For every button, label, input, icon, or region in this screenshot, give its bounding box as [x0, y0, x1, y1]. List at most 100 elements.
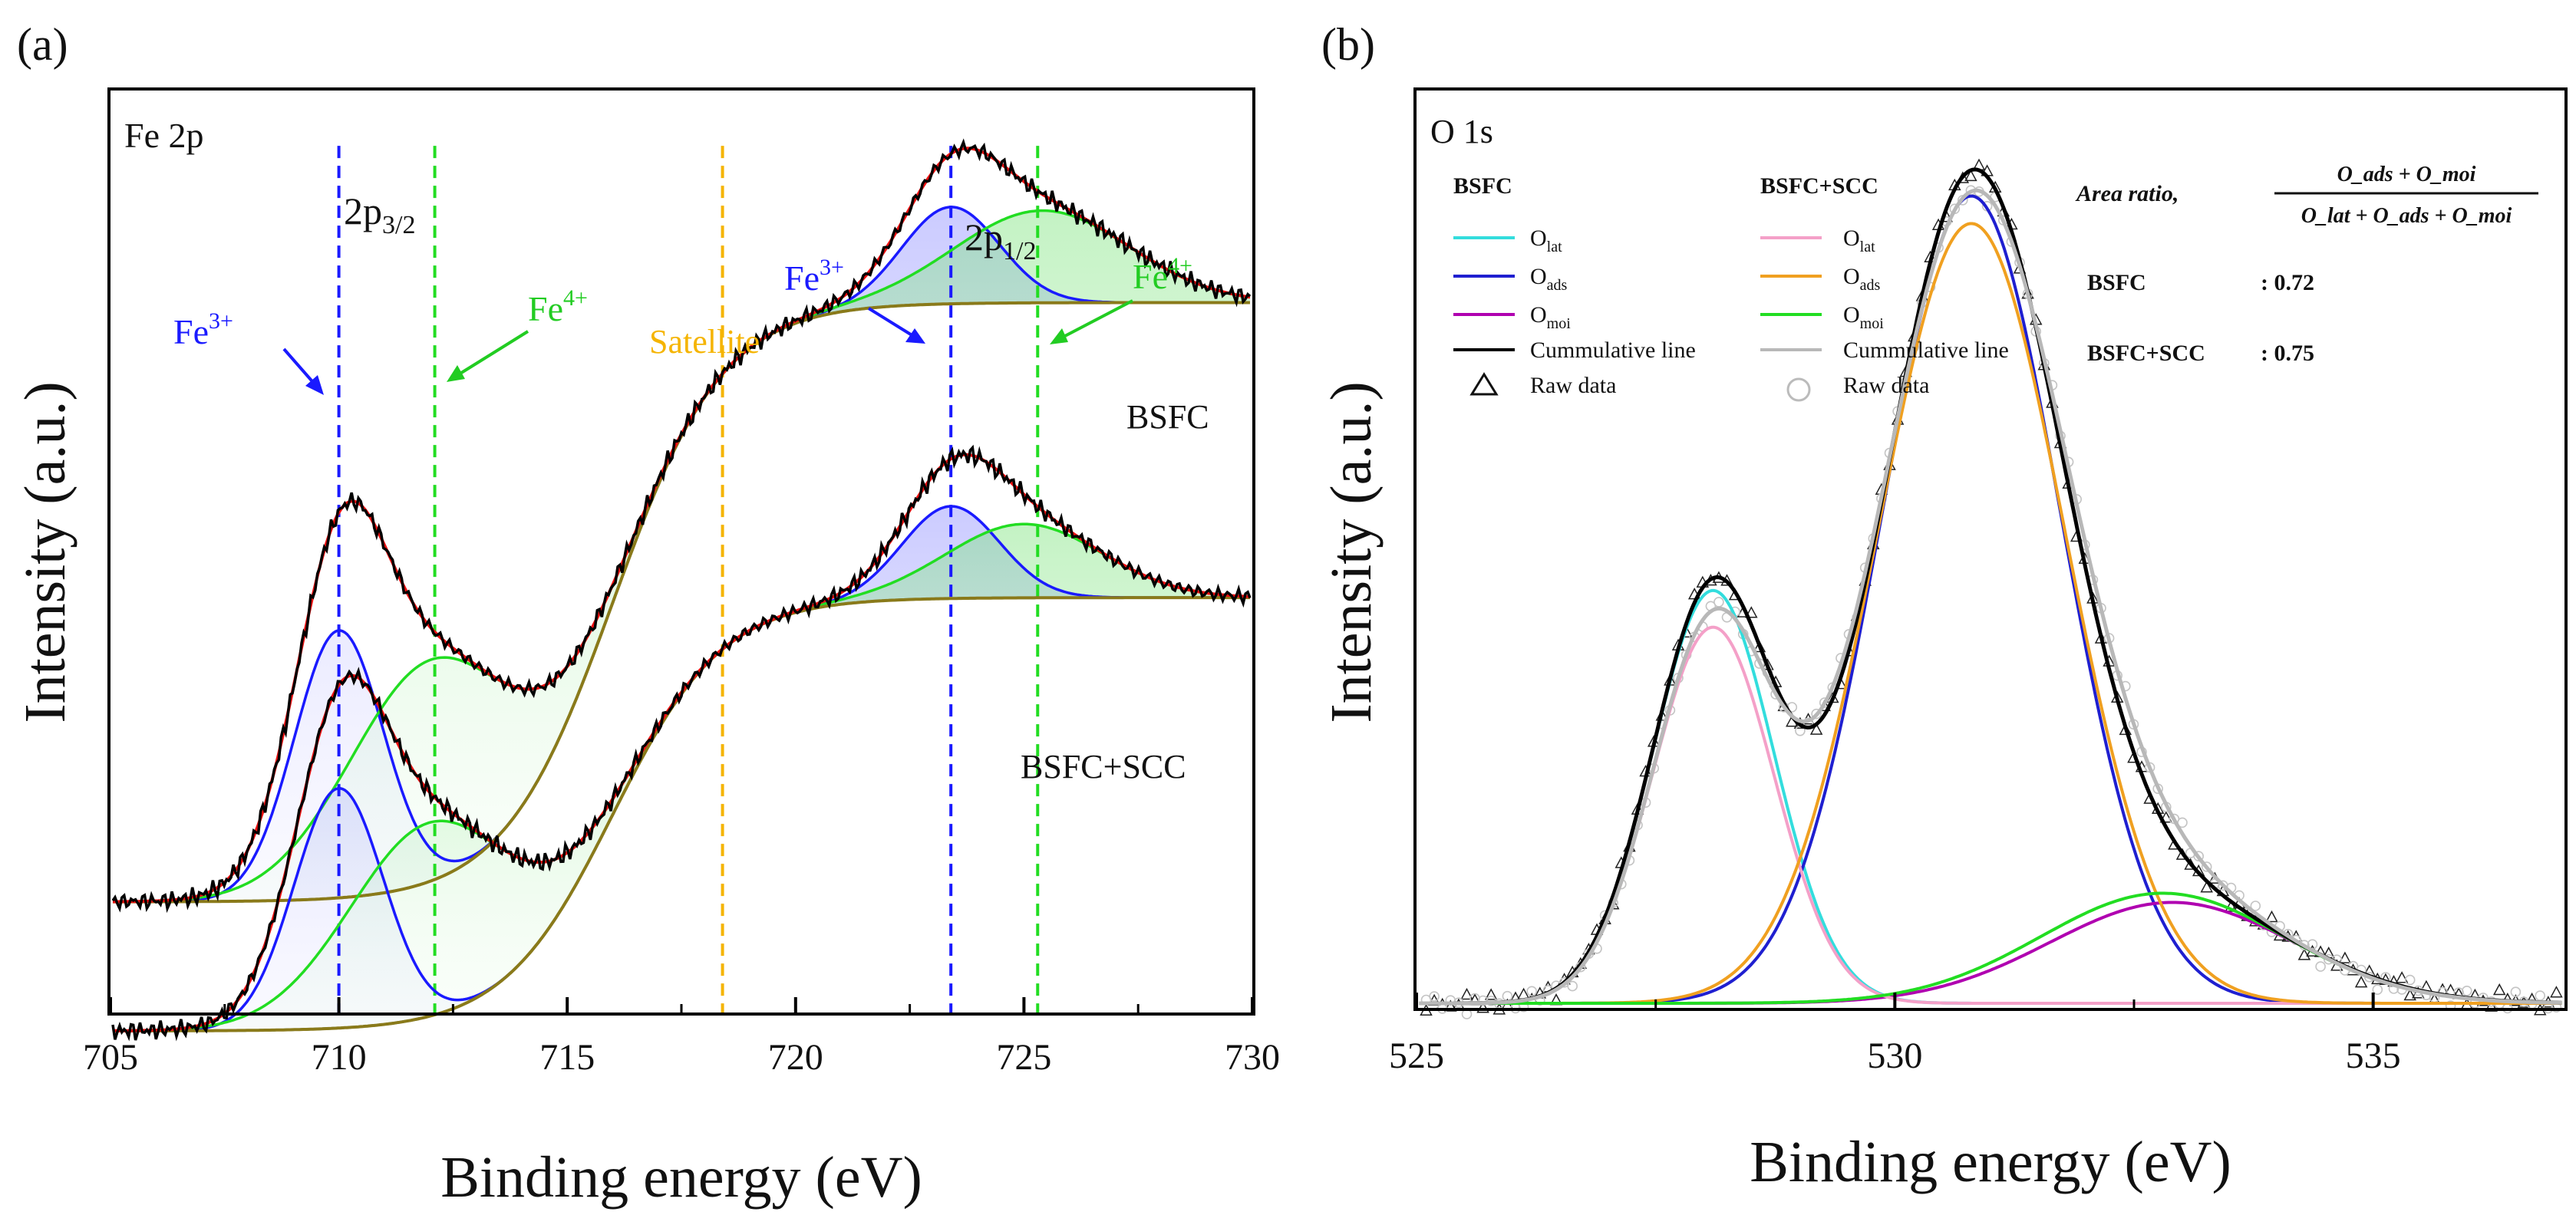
- panel-b-raw-point-bsfc-scc: [1811, 708, 1822, 719]
- legend-bsfc-omoi-label: Omoi: [1530, 302, 1571, 332]
- panel-b-component-bsfc-o-ads: [1419, 194, 2562, 1005]
- area-ratio-denominator: O_lat + O_ads + O_moi: [2301, 204, 2512, 228]
- legend-bsfc-oads-label: Oads: [1530, 264, 1568, 294]
- panel-a-bsfc-peak-fill-0: [113, 302, 1250, 902]
- panel-a-bsfc-peak-fill-3: [113, 210, 1250, 902]
- area-ratio-numerator: O_ads + O_moi: [2337, 163, 2476, 186]
- legend-scc-raw-label: Raw data: [1843, 373, 1929, 398]
- panel-a-bsfc-scc-raw-line: [111, 444, 1252, 1042]
- panel-a-x-axis-label: Binding energy (eV): [440, 1145, 922, 1210]
- panel-a-x-tick-label-5: 730: [1225, 1037, 1280, 1078]
- panel-b-frame: [1413, 87, 2568, 1011]
- panel-b-x-ticks: 525 530 535: [1389, 993, 2401, 1076]
- panel-b-raw-point-bsfc: [1460, 987, 1473, 1000]
- panel-b-legend: BSFC BSFC+SCC Olat Oads Omoi Cummulative…: [1453, 173, 2009, 402]
- panel-b-raw-point-bsfc: [2265, 910, 2278, 923]
- panel-b-raw-point-bsfc: [1809, 723, 1823, 735]
- panel-b-raw-point-bsfc: [2395, 971, 2409, 983]
- panel-b-raw-point-bsfc: [2354, 976, 2368, 988]
- panel-b-raw-point-bsfc: [1964, 169, 1977, 182]
- panel-b-area-ratio: Area ratio, O_ads + O_moi O_lat + O_ads …: [2075, 163, 2538, 366]
- legend-scc-raw-marker: [1786, 377, 1811, 402]
- panel-a-fe3-arrowhead-left: [305, 375, 324, 395]
- panel-b-raw-point-bsfc: [2338, 951, 2352, 963]
- panel-b-x-tick-label-0: 525: [1389, 1036, 1444, 1076]
- panel-b-raw-point-bsfc: [2159, 811, 2173, 823]
- panel-b-raw-point-bsfc-scc: [1567, 980, 1578, 992]
- panel-b-raw-point-bsfc-scc: [1477, 995, 1489, 1006]
- panel-b-raw-point-bsfc-scc: [2462, 986, 2472, 996]
- panel-a-reference-lines: [337, 146, 1040, 1012]
- panel-a-fe3-arrow-right: [867, 307, 915, 338]
- panel-b-raw-point-bsfc: [2297, 948, 2311, 960]
- legend-bsfc-cumulative-label: Cummulative line: [1530, 338, 1696, 363]
- panel-b-raw-point-bsfc: [2225, 900, 2238, 912]
- area-ratio-label: Area ratio,: [2075, 181, 2179, 206]
- panel-b-raw-point-bsfc: [1753, 640, 1766, 653]
- panel-a-title: Fe 2p: [124, 116, 204, 155]
- panel-a-sample-label-bsfc-scc: BSFC+SCC: [1021, 748, 1186, 785]
- panel-b-raw-point-bsfc-scc: [2250, 901, 2261, 911]
- panel-b-raw-point-bsfc: [1476, 1001, 1489, 1013]
- panel-a-fe4-label-right: Fe4+: [1133, 253, 1192, 296]
- panel-a-peak-2p32-label: 2p3/2: [344, 189, 415, 239]
- panel-b-raw-point-bsfc-scc: [2315, 961, 2326, 972]
- panel-b-raw-point-bsfc-scc: [1713, 597, 1724, 608]
- panel-a-label: (a): [17, 19, 68, 70]
- panel-b-raw-point-bsfc: [2492, 983, 2506, 996]
- legend-bsfc-raw-marker: [1469, 372, 1499, 396]
- legend-bsfc-scc-header: BSFC+SCC: [1760, 173, 1878, 199]
- panel-a-x-tick-label-1: 710: [312, 1037, 367, 1078]
- panel-b-raw-point-bsfc-scc: [2510, 986, 2522, 997]
- panel-a-fe3-label-left: Fe3+: [173, 308, 233, 351]
- panel-a-x-tick-label-0: 705: [83, 1037, 138, 1078]
- panel-a-y-axis-label: Intensity (a.u.): [13, 381, 78, 723]
- panel-a-fe4-arrow-left: [457, 330, 529, 376]
- panel-a-fe4-label-left: Fe4+: [528, 285, 588, 328]
- panel-b-raw-point-bsfc-scc: [2193, 851, 2204, 861]
- panel-b-title: O 1s: [1430, 113, 1493, 150]
- panel-b-cumulative-bsfc: [1419, 167, 2562, 1006]
- panel-b-raw-point-bsfc: [2200, 881, 2213, 893]
- panel-b-component-bsfc-o-lat: [1419, 588, 2562, 1005]
- panel-b-raw-point-bsfc: [1484, 988, 1498, 1000]
- legend-bsfc-raw-label: Raw data: [1530, 373, 1616, 398]
- panel-a-x-tick-label-2: 715: [539, 1037, 595, 1078]
- panel-b-x-tick-label-2: 535: [2346, 1036, 2401, 1076]
- area-ratio-row-scc-value: : 0.75: [2261, 341, 2314, 366]
- panel-a-x-tick-label-3: 720: [768, 1037, 823, 1078]
- panel-a-peak-2p12-label: 2p1/2: [965, 216, 1036, 265]
- panel-a-bsfc-raw-line: [111, 138, 1252, 914]
- panel-a-fe4-arrow-right: [1061, 299, 1133, 339]
- panel-b-cumulative-bsfc-scc: [1419, 188, 2562, 1006]
- panel-b-raw-point-bsfc-scc: [2201, 861, 2212, 872]
- legend-scc-cumulative-label: Cummulative line: [1843, 338, 2009, 363]
- panel-b-fit-curves: [1419, 167, 2562, 1006]
- panel-b: (b) 525 530 535 O 1s BSFC BSFC+SCC Olat Oa…: [1319, 19, 2568, 1194]
- legend-bsfc-header: BSFC: [1453, 173, 1512, 199]
- panel-a-x-tick-label-4: 725: [996, 1037, 1051, 1078]
- legend-scc-omoi-label: Omoi: [1843, 302, 1884, 332]
- panel-a-frame: [107, 87, 1255, 1016]
- panel-a-fe3-label-right: Fe3+: [784, 255, 844, 298]
- panel-a-fe4-arrowhead-right: [1050, 328, 1068, 344]
- legend-bsfc-olat-label: Olat: [1530, 226, 1562, 255]
- panel-b-raw-point-bsfc: [2550, 986, 2563, 998]
- panel-b-label: (b): [1321, 19, 1375, 70]
- area-ratio-row-bsfc-value: : 0.72: [2261, 270, 2314, 295]
- legend-scc-oads-label: Oads: [1843, 264, 1881, 294]
- panel-a-fe3-arrowhead-right: [905, 328, 925, 344]
- panel-a-fe4-arrowhead-left: [447, 365, 465, 382]
- panel-b-y-axis-label: Intensity (a.u.): [1319, 381, 1384, 723]
- panel-b-raw-point-bsfc-scc: [1526, 986, 1537, 997]
- panel-b-raw-point-bsfc-scc: [1429, 991, 1440, 1002]
- panel-b-raw-point-bsfc-scc: [2372, 984, 2383, 995]
- panel-b-raw-point-bsfc-scc: [2404, 974, 2416, 986]
- panel-a-fe3-arrow-left: [282, 347, 318, 387]
- panel-a-x-ticks: 705 710 715 720 725 730: [83, 997, 1280, 1078]
- panel-a-sample-label-bsfc: BSFC: [1126, 398, 1209, 436]
- panel-b-raw-point-bsfc-scc: [2535, 990, 2545, 1001]
- panel-b-raw-data: [1420, 158, 2563, 1019]
- panel-b-raw-point-bsfc: [2403, 988, 2416, 1001]
